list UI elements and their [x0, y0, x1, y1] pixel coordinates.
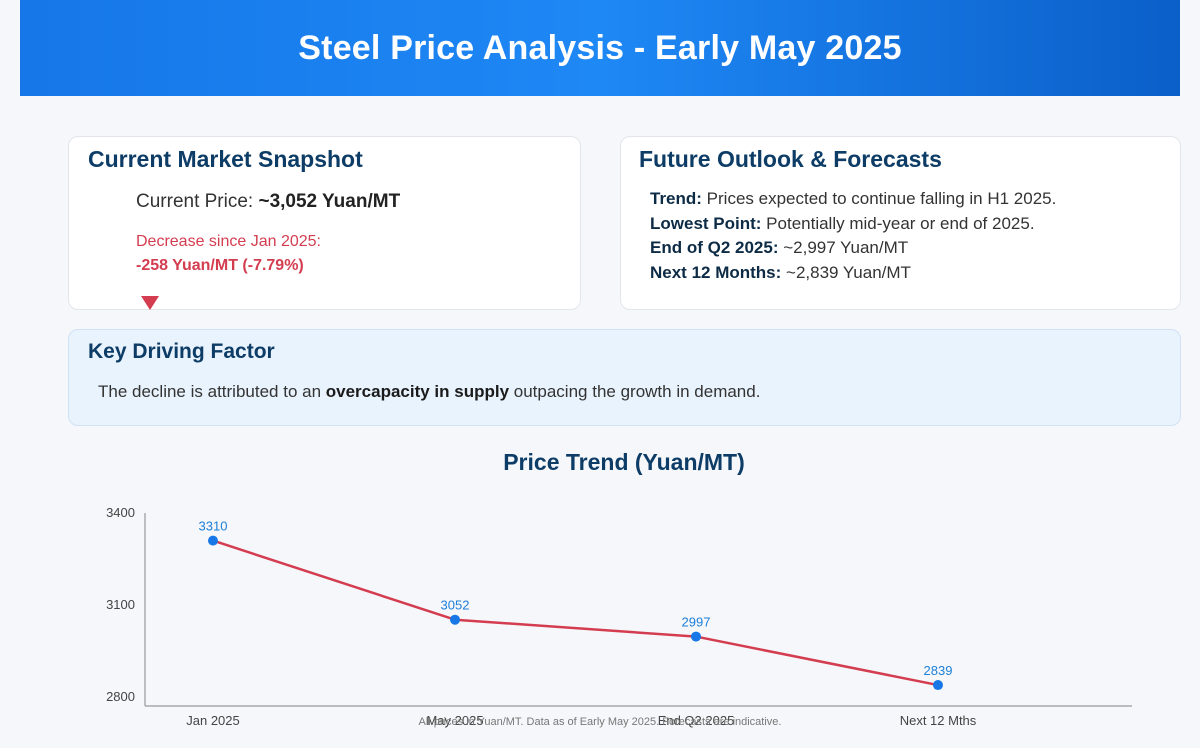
outlook-item-label: Next 12 Months:	[650, 262, 782, 282]
page-header: Steel Price Analysis - Early May 2025	[20, 0, 1180, 96]
current-price-label: Current Price:	[136, 191, 259, 212]
key-driving-factor-panel: Key Driving Factor The decline is attrib…	[68, 329, 1181, 426]
x-tick-label: Jan 2025	[186, 713, 240, 728]
snapshot-title: Current Market Snapshot	[88, 146, 363, 172]
x-tick-label: May 2025	[426, 713, 483, 728]
driver-title: Key Driving Factor	[88, 340, 275, 363]
outlook-list: Trend: Prices expected to continue falli…	[650, 187, 1056, 285]
outlook-item-end-q2: End of Q2 2025: ~2,997 Yuan/MT	[650, 236, 1056, 261]
outlook-title: Future Outlook & Forecasts	[639, 146, 942, 172]
x-tick-label: Next 12 Mths	[900, 713, 977, 728]
outlook-item-text: ~2,997 Yuan/MT	[778, 238, 909, 257]
outlook-item-trend: Trend: Prices expected to continue falli…	[650, 187, 1056, 212]
chart-title: Price Trend (Yuan/MT)	[503, 449, 745, 475]
outlook-item-next-12-months: Next 12 Months: ~2,839 Yuan/MT	[650, 261, 1056, 286]
outlook-item-label: End of Q2 2025:	[650, 238, 779, 257]
decrease-value: -258 Yuan/MT (-7.79%)	[136, 257, 304, 274]
data-label: 3052	[441, 598, 470, 613]
driver-text-before: The decline is attributed to an	[98, 382, 326, 401]
current-price: Current Price: ~3,052 Yuan/MT	[136, 191, 400, 213]
driver-text-bold: overcapacity in supply	[325, 382, 510, 401]
outlook-item-label: Lowest Point:	[650, 213, 762, 233]
y-tick-label: 3100	[106, 597, 135, 612]
data-label: 3310	[199, 519, 228, 534]
data-point	[450, 614, 460, 625]
data-point	[933, 680, 943, 691]
data-label: 2997	[682, 615, 711, 630]
current-market-snapshot-card: Current Market Snapshot Current Price: ~…	[68, 136, 581, 310]
current-price-value: ~3,052 Yuan/MT	[258, 191, 401, 212]
price-series-line	[212, 539, 939, 687]
outlook-item-label: Trend:	[650, 189, 702, 208]
outlook-item-lowest-point: Lowest Point: Potentially mid-year or en…	[650, 212, 1056, 237]
driver-text: The decline is attributed to an overcapa…	[98, 382, 760, 402]
chart-footnote: All prices in Yuan/MT. Data as of Early …	[419, 716, 782, 728]
down-arrow-icon	[141, 296, 159, 310]
data-point	[691, 631, 701, 642]
y-tick-label: 3400	[106, 505, 135, 520]
y-tick-label: 2800	[106, 689, 135, 704]
outlook-item-text: Prices expected to continue falling in H…	[701, 189, 1057, 208]
page-title: Steel Price Analysis - Early May 2025	[298, 28, 902, 67]
data-point	[208, 535, 218, 546]
data-label: 2839	[924, 663, 953, 678]
outlook-item-text: ~2,839 Yuan/MT	[781, 262, 911, 282]
driver-text-after: outpacing the growth in demand.	[509, 382, 761, 401]
x-tick-label: End Q2 2025	[658, 713, 735, 728]
future-outlook-card: Future Outlook & Forecasts Trend: Prices…	[620, 136, 1181, 310]
outlook-item-text: Potentially mid-year or end of 2025.	[761, 213, 1035, 233]
decrease-label: Decrease since Jan 2025:	[136, 233, 321, 250]
